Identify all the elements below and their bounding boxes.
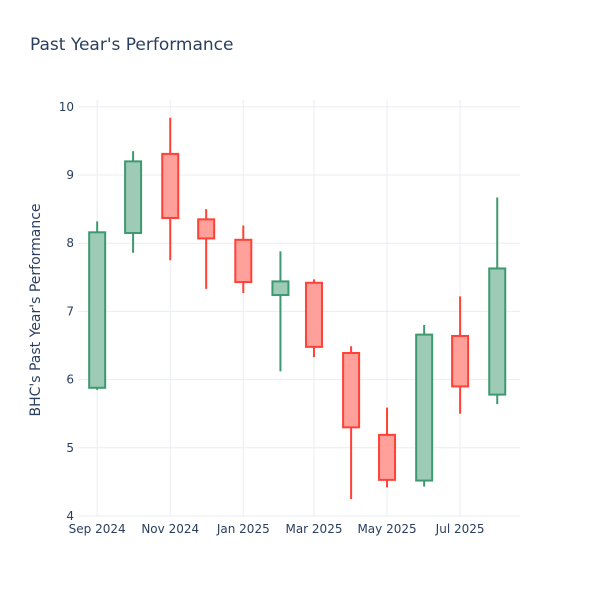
candle-body [378,433,397,481]
x-tick-label: May 2025 [357,522,416,536]
candle-decreasing [161,117,180,261]
axis-layer: 4 5 6 7 8 9 10 Sep 2024 Nov 2024 Jan 2025 Mar 2025… [59,100,485,536]
candle-increasing [415,325,434,487]
candle-decreasing [197,209,216,289]
y-tick-label: 8 [66,236,74,250]
x-tick-label: Nov 2024 [141,522,199,536]
candle-body [304,281,323,348]
y-tick-label: 7 [66,304,74,318]
candle-decreasing [304,279,323,358]
candle-increasing [488,197,507,405]
x-tick-label: Jan 2025 [216,522,270,536]
y-tick-label: 9 [66,168,74,182]
y-tick-label: 6 [66,373,74,387]
candle-body [342,352,361,429]
candle-decreasing [342,346,361,499]
candle-increasing [124,151,143,253]
candle-decreasing [234,225,253,293]
candle-body [234,238,253,284]
y-axis-title: BHC's Past Year's Performance [28,203,44,416]
candle-body [124,160,143,234]
candle-body [161,152,180,219]
candle-body [415,333,434,482]
candle-increasing [88,221,107,390]
candle-body [488,267,507,396]
y-tick-label: 4 [66,509,74,523]
y-tick-label: 10 [59,100,74,114]
candle-increasing [271,251,290,372]
candle-layer [88,117,507,499]
grid-layer [78,100,520,517]
candle-body [197,218,216,240]
x-tick-label: Jul 2025 [435,522,485,536]
chart-title: Past Year's Performance [30,35,234,55]
candle-decreasing [451,296,470,414]
candle-body [88,231,107,389]
candle-decreasing [378,407,397,488]
x-tick-label: Mar 2025 [285,522,342,536]
candle-body [271,280,290,297]
candle-body [451,334,470,388]
y-tick-label: 5 [66,441,74,455]
x-tick-label: Sep 2024 [69,522,126,536]
